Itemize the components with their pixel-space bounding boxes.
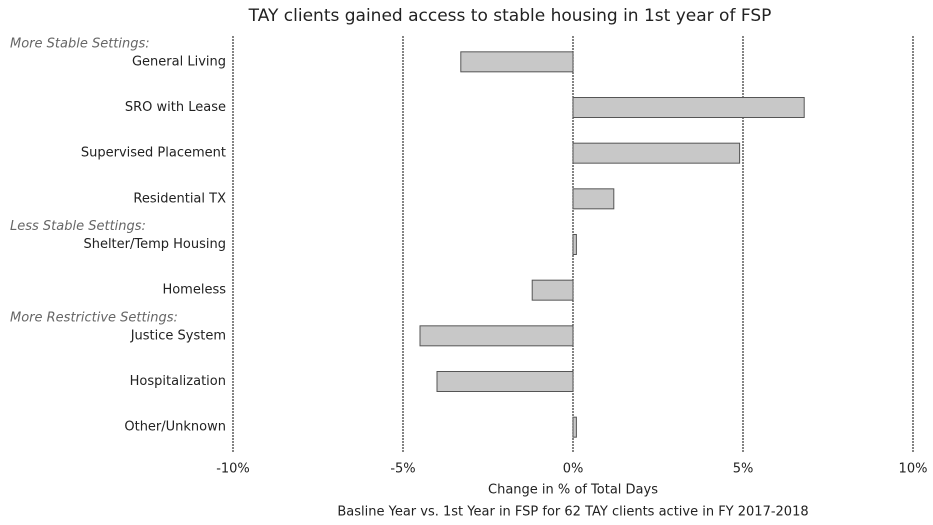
x-tick-label: 0% [563, 462, 584, 477]
y-tick-label: SRO with Lease [125, 100, 226, 115]
bar [419, 325, 574, 347]
y-tick-label: Supervised Placement [81, 146, 226, 161]
group-label: More Restrictive Settings: [10, 311, 178, 326]
y-tick-label: Homeless [162, 283, 226, 298]
bar [460, 51, 574, 73]
y-tick-label: Residential TX [133, 191, 226, 206]
bar [572, 188, 615, 210]
x-axis-label: Change in % of Total Days [488, 483, 658, 498]
chart-title: TAY clients gained access to stable hous… [248, 6, 772, 26]
bar [572, 142, 741, 164]
subtitle: Basline Year vs. 1st Year in FSP for 62 … [337, 505, 808, 520]
y-tick-label: Other/Unknown [124, 420, 226, 435]
bar [572, 416, 577, 438]
bar [572, 97, 805, 118]
x-tick-label: 5% [733, 462, 754, 477]
group-label: More Stable Settings: [10, 37, 150, 52]
group-label: Less Stable Settings: [10, 219, 146, 234]
bar [572, 234, 577, 255]
y-tick-label: General Living [132, 54, 226, 69]
bar [531, 279, 574, 301]
x-tick-label: 10% [899, 462, 928, 477]
bar [436, 371, 574, 392]
x-tick-label: -5% [390, 462, 415, 477]
x-tick-label: -10% [216, 462, 250, 477]
y-tick-label: Justice System [130, 328, 226, 343]
y-tick-label: Hospitalization [130, 374, 226, 389]
y-tick-label: Shelter/Temp Housing [83, 237, 226, 252]
